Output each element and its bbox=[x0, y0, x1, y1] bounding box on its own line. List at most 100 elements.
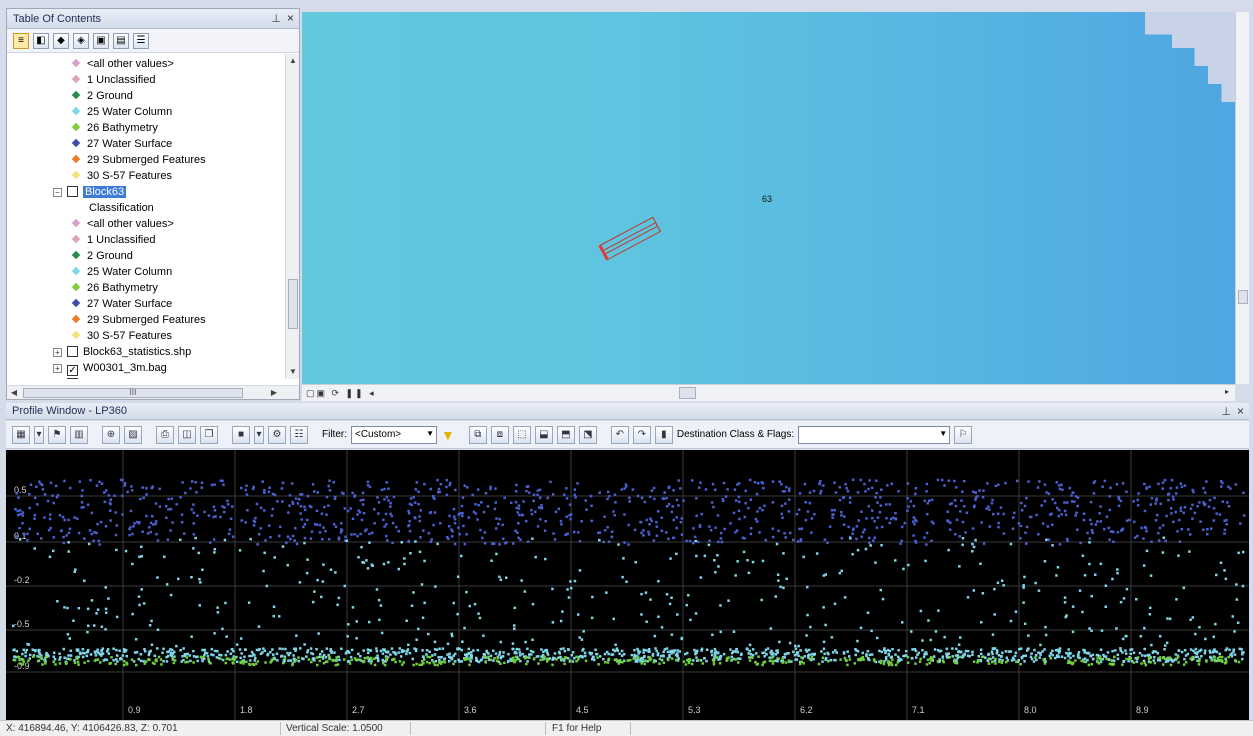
pin-icon[interactable]: ⊥ bbox=[271, 13, 281, 25]
map-vertical-scrollbar[interactable] bbox=[1235, 12, 1249, 384]
status-help: F1 for Help bbox=[552, 723, 602, 734]
legend-item[interactable]: 2 Ground bbox=[71, 88, 133, 104]
toc-horizontal-scrollbar[interactable]: ◀ III ▶ bbox=[7, 385, 299, 399]
settings-icon[interactable]: ⚙ bbox=[268, 425, 286, 444]
point-series-2 bbox=[389, 653, 392, 656]
point-series-2 bbox=[320, 650, 324, 653]
point-series-2 bbox=[783, 656, 786, 659]
profile-plot[interactable]: 0.9 1.8 2.7 3.6 4.5 5.3 6.2 7.1 8.0 8.9 0.5 0.1 -0.2… bbox=[6, 450, 1249, 720]
point-series-0 bbox=[997, 525, 1000, 529]
list-by-selection-icon[interactable]: ◈ bbox=[73, 32, 89, 49]
point-series-0 bbox=[565, 532, 569, 536]
scroll-right-icon[interactable]: ▸ bbox=[1224, 387, 1229, 396]
layers-icon[interactable]: ☷ bbox=[290, 425, 308, 444]
layer-item[interactable]: − Block63 bbox=[53, 184, 127, 200]
classify-tool-5-icon[interactable]: ⬒ bbox=[556, 425, 575, 444]
dropdown-icon[interactable]: ▾ bbox=[254, 425, 264, 444]
layer-properties-icon[interactable]: ▣ bbox=[93, 32, 109, 49]
layer-visibility-checkbox[interactable] bbox=[67, 378, 78, 379]
flag-tool-icon[interactable]: ⚑ bbox=[48, 425, 66, 444]
point-series-0 bbox=[848, 501, 852, 504]
scroll-thumb[interactable] bbox=[288, 279, 298, 329]
redo-icon[interactable]: ↷ bbox=[632, 425, 651, 444]
classify-tool-1-icon[interactable]: ⧉ bbox=[468, 425, 487, 444]
legend-item[interactable]: 29 Submerged Features bbox=[71, 152, 206, 168]
expand-icon[interactable]: + bbox=[53, 364, 62, 373]
scroll-left-icon[interactable]: ◀ bbox=[10, 388, 18, 397]
close-icon[interactable]: × bbox=[1236, 404, 1244, 418]
legend-item[interactable]: <all other values> bbox=[71, 216, 174, 232]
map-scroll-thumb[interactable] bbox=[1238, 290, 1248, 304]
classify-tool-3-icon[interactable]: ⬚ bbox=[512, 425, 531, 444]
legend-item[interactable]: 25 Water Column bbox=[71, 264, 172, 280]
close-icon[interactable]: × bbox=[286, 11, 294, 25]
zoom-icon[interactable]: ⊕ bbox=[102, 425, 120, 444]
legend-item[interactable]: <all other values> bbox=[71, 56, 174, 72]
legend-item[interactable]: 1 Unclassified bbox=[71, 232, 155, 248]
add-data-icon[interactable]: ▤ bbox=[113, 32, 129, 49]
list-by-drawing-order-icon[interactable]: ≡ bbox=[13, 32, 29, 49]
layer-item[interactable]: + ✓ W00301_3m.bag bbox=[53, 360, 167, 376]
point-series-1 bbox=[104, 628, 107, 631]
undo-icon[interactable]: ↶ bbox=[610, 425, 629, 444]
classify-tool-4-icon[interactable]: ⬓ bbox=[534, 425, 553, 444]
map-view-controls[interactable]: ▢▣ ⟳ ❚❚ ◂ bbox=[306, 388, 376, 398]
legend-item[interactable]: 26 Bathymetry bbox=[71, 280, 158, 296]
collapse-icon[interactable]: − bbox=[53, 188, 62, 197]
flag-icon[interactable]: ⚐ bbox=[954, 425, 973, 444]
destination-class-select[interactable]: ▼ bbox=[798, 425, 951, 444]
point-series-0 bbox=[323, 505, 326, 509]
scroll-up-icon[interactable]: ▲ bbox=[289, 56, 297, 65]
map-horizontal-scroll-thumb[interactable] bbox=[679, 387, 696, 399]
print-icon[interactable]: ⎙ bbox=[156, 425, 174, 444]
legend-item[interactable]: 2 Ground bbox=[71, 248, 133, 264]
expand-icon[interactable]: + bbox=[53, 348, 62, 357]
filter-select[interactable]: <Custom> ▼ bbox=[351, 425, 437, 444]
scroll-down-icon[interactable]: ▼ bbox=[289, 367, 297, 376]
color-icon[interactable]: ■ bbox=[232, 425, 250, 444]
grid-icon[interactable]: ▥ bbox=[70, 425, 88, 444]
list-by-source-icon[interactable]: ◧ bbox=[33, 32, 49, 49]
scroll-right-icon[interactable]: ▶ bbox=[270, 388, 278, 397]
legend-item[interactable]: 1 Unclassified bbox=[71, 72, 155, 88]
point-series-0 bbox=[385, 534, 388, 538]
scroll-thumb-horizontal[interactable]: III bbox=[23, 388, 243, 398]
point-series-2 bbox=[1023, 660, 1026, 663]
point-series-0 bbox=[708, 539, 711, 542]
point-series-1 bbox=[1027, 634, 1030, 637]
legend-item[interactable]: 29 Submerged Features bbox=[71, 312, 206, 328]
legend-item[interactable]: 25 Water Column bbox=[71, 104, 172, 120]
classify-tool-2-icon[interactable]: ⧈ bbox=[490, 425, 509, 444]
pin-icon[interactable]: ⊥ bbox=[1221, 406, 1231, 418]
legend-item[interactable]: 30 S-57 Features bbox=[71, 168, 172, 184]
point-series-0 bbox=[818, 482, 822, 486]
point-series-2 bbox=[367, 660, 371, 663]
legend-item[interactable]: 30 S-57 Features bbox=[71, 328, 172, 344]
legend-item[interactable]: 27 Water Surface bbox=[71, 296, 172, 312]
layer-visibility-checkbox[interactable] bbox=[67, 186, 78, 197]
legend-item[interactable]: 27 Water Surface bbox=[71, 136, 172, 152]
legend-item[interactable]: 26 Bathymetry bbox=[71, 120, 158, 136]
point-series-1 bbox=[1235, 583, 1238, 586]
toc-vertical-scrollbar[interactable]: ▲ ▼ bbox=[285, 54, 299, 379]
layer-item[interactable]: +Imagery bbox=[53, 376, 123, 379]
point-series-1 bbox=[257, 625, 261, 628]
point-series-0 bbox=[573, 493, 576, 497]
point-series-2 bbox=[635, 655, 638, 658]
map-view[interactable]: 63 bbox=[302, 12, 1235, 384]
classify-tool-6-icon[interactable]: ⬔ bbox=[578, 425, 597, 444]
dropdown-icon[interactable]: ▾ bbox=[34, 425, 44, 444]
filter-icon[interactable]: ▼ bbox=[441, 426, 455, 443]
class-legend-icon[interactable]: ▮ bbox=[654, 425, 673, 444]
copy-icon[interactable]: ❐ bbox=[200, 425, 218, 444]
image-icon[interactable]: ▨ bbox=[124, 425, 142, 444]
list-by-visibility-icon[interactable]: ◆ bbox=[53, 32, 69, 49]
layer-item[interactable]: + Block63_statistics.shp bbox=[53, 344, 191, 360]
options-icon[interactable]: ☰ bbox=[133, 32, 149, 49]
layer-visibility-checkbox[interactable]: ✓ bbox=[67, 365, 78, 376]
layer-visibility-checkbox[interactable] bbox=[67, 346, 78, 357]
camera-icon[interactable]: ◫ bbox=[178, 425, 196, 444]
profile-tool-icon[interactable]: ▦ bbox=[12, 425, 30, 444]
point-series-2 bbox=[101, 652, 105, 655]
point-series-2 bbox=[179, 649, 182, 652]
